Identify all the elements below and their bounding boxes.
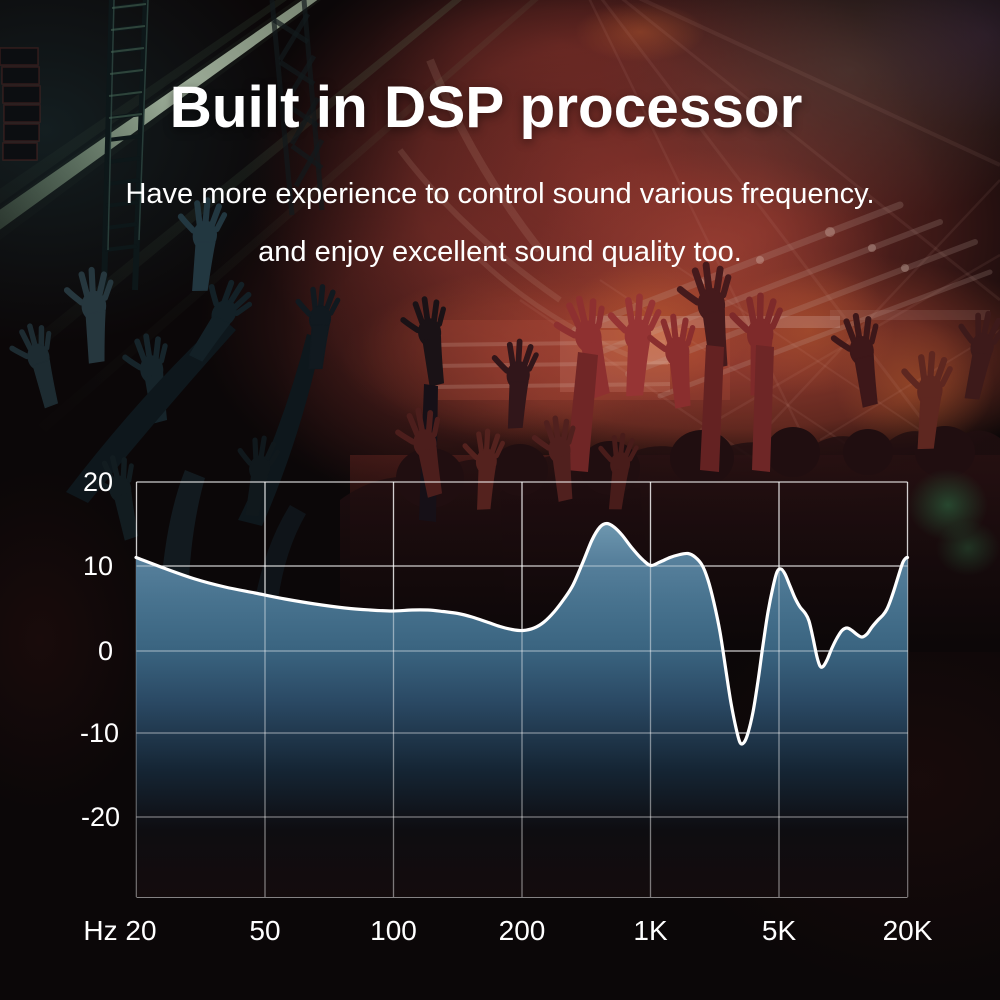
svg-text:200: 200 [499,915,546,946]
svg-text:5K: 5K [762,915,797,946]
svg-text:-20: -20 [81,802,120,832]
svg-text:1K: 1K [633,915,668,946]
svg-text:0: 0 [98,636,113,666]
svg-text:20K: 20K [883,915,933,946]
svg-text:Hz 20: Hz 20 [83,915,156,946]
svg-text:100: 100 [370,915,417,946]
svg-text:50: 50 [249,915,280,946]
svg-text:10: 10 [83,551,113,581]
svg-text:-10: -10 [80,718,119,748]
svg-text:20: 20 [83,467,113,497]
